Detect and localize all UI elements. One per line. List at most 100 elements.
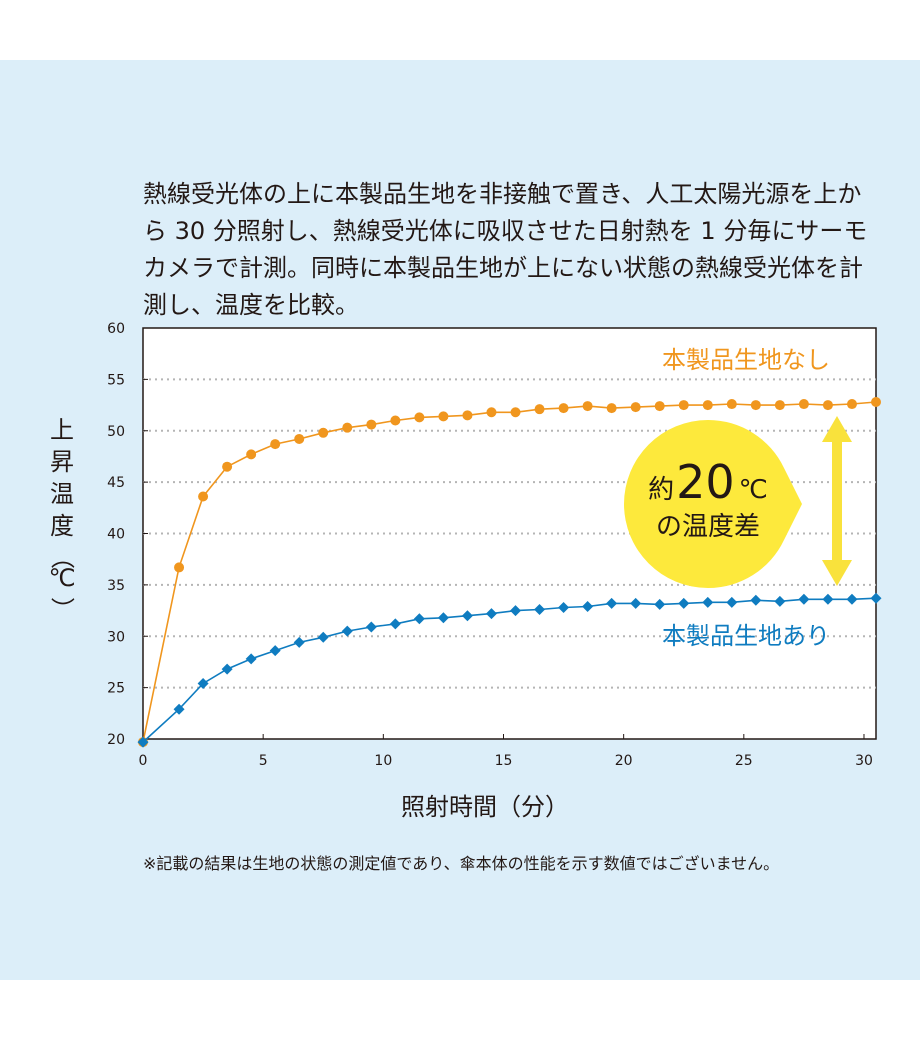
x-tick-label: 25 — [735, 753, 753, 769]
data-point — [137, 736, 149, 748]
x-tick-label: 10 — [374, 753, 392, 769]
data-point — [246, 449, 257, 460]
y-tick-label: 40 — [107, 527, 125, 543]
y-tick-label: 25 — [107, 681, 125, 697]
data-point — [221, 663, 233, 675]
axis-ticks: 20 25 30 35 40 45 50 55 60 0 5 10 15 20 25 30 — [107, 321, 873, 769]
data-point — [774, 400, 785, 411]
test-description: 熱線受光体の上に本製品生地を非接触で置き、人工太陽光源を上から 30 分照射し、… — [143, 180, 868, 319]
data-point — [461, 610, 473, 622]
y-axis-title-char: 上 — [50, 416, 74, 444]
data-point — [365, 621, 377, 633]
data-point — [582, 600, 594, 612]
y-tick-label: 50 — [107, 424, 125, 440]
data-point — [510, 605, 522, 617]
series-layer — [137, 396, 882, 748]
data-point — [726, 399, 737, 410]
data-point — [654, 401, 665, 412]
x-axis-title: 照射時間（分） — [401, 793, 569, 821]
data-point — [822, 593, 834, 605]
data-point — [486, 407, 497, 418]
x-tick-label: 0 — [139, 753, 148, 769]
data-point — [270, 439, 281, 450]
data-point — [822, 400, 833, 411]
y-axis-title-char: （ — [48, 545, 76, 569]
data-point — [342, 422, 353, 433]
data-point — [293, 636, 305, 648]
data-point — [654, 598, 666, 610]
y-tick-label: 55 — [107, 372, 125, 388]
badge-bubble — [624, 419, 802, 589]
badge-prefix: 約 — [648, 475, 674, 505]
data-point — [558, 403, 569, 414]
data-point — [222, 461, 233, 472]
series-label-with-fabric: 本製品生地あり — [662, 622, 830, 650]
x-tick-label: 15 — [495, 753, 513, 769]
data-point — [870, 592, 882, 604]
gridlines — [143, 378, 876, 689]
data-point — [534, 404, 545, 415]
y-tick-label: 45 — [107, 475, 125, 491]
data-point — [846, 593, 858, 605]
data-point — [341, 625, 353, 637]
series-label-without-fabric: 本製品生地なし — [662, 346, 830, 374]
data-point — [414, 412, 425, 423]
data-point — [606, 597, 618, 609]
data-point — [606, 403, 617, 414]
data-point — [678, 400, 689, 411]
data-point — [390, 415, 401, 426]
x-tick-label: 5 — [259, 753, 268, 769]
y-axis-title-char: ） — [48, 597, 76, 621]
data-point — [366, 419, 377, 430]
y-axis-title-char: 度 — [50, 512, 74, 540]
x-tick-label: 20 — [615, 753, 633, 769]
badge-number: 20 — [676, 455, 735, 509]
series-with-fabric — [137, 592, 882, 748]
data-point — [702, 596, 714, 608]
y-tick-label: 20 — [107, 732, 125, 748]
data-point — [630, 402, 641, 413]
y-tick-label: 30 — [107, 629, 125, 645]
data-point — [245, 653, 257, 665]
y-axis-title-char: ℃ — [49, 564, 76, 592]
data-point — [558, 601, 570, 613]
y-axis-title-char: 昇 — [50, 448, 74, 476]
badge-text-line1: 約20 ℃ — [648, 455, 768, 509]
data-point — [871, 396, 881, 407]
data-point — [846, 399, 857, 410]
y-axis-title-char: 温 — [50, 480, 74, 508]
data-point — [437, 612, 449, 624]
series-without-fabric — [138, 396, 881, 748]
data-point — [534, 604, 546, 616]
data-point — [173, 703, 185, 715]
data-point — [438, 411, 449, 422]
data-point — [389, 618, 401, 630]
data-point — [317, 631, 329, 643]
data-point — [726, 596, 738, 608]
data-point — [702, 400, 713, 411]
data-point — [798, 399, 809, 410]
data-point — [630, 597, 642, 609]
data-point — [485, 608, 497, 620]
data-point — [174, 562, 185, 573]
data-point — [510, 407, 521, 418]
data-point — [269, 645, 281, 657]
data-point — [462, 410, 473, 421]
data-point — [582, 401, 593, 412]
data-point — [294, 433, 305, 444]
y-tick-label: 35 — [107, 578, 125, 594]
badge-unit: ℃ — [739, 475, 768, 505]
data-point — [413, 613, 425, 625]
data-point — [678, 597, 690, 609]
data-point — [750, 400, 761, 411]
difference-arrow — [822, 416, 852, 586]
data-point — [774, 595, 786, 607]
footnote: ※記載の結果は生地の状態の測定値であり、傘本体の性能を示す数値ではございません。 — [143, 854, 780, 873]
temperature-difference-badge: 約20 ℃ の温度差 — [624, 419, 802, 589]
badge-text-line2: の温度差 — [656, 512, 760, 542]
data-point — [197, 678, 209, 690]
data-point — [198, 491, 209, 502]
data-point — [798, 593, 810, 605]
